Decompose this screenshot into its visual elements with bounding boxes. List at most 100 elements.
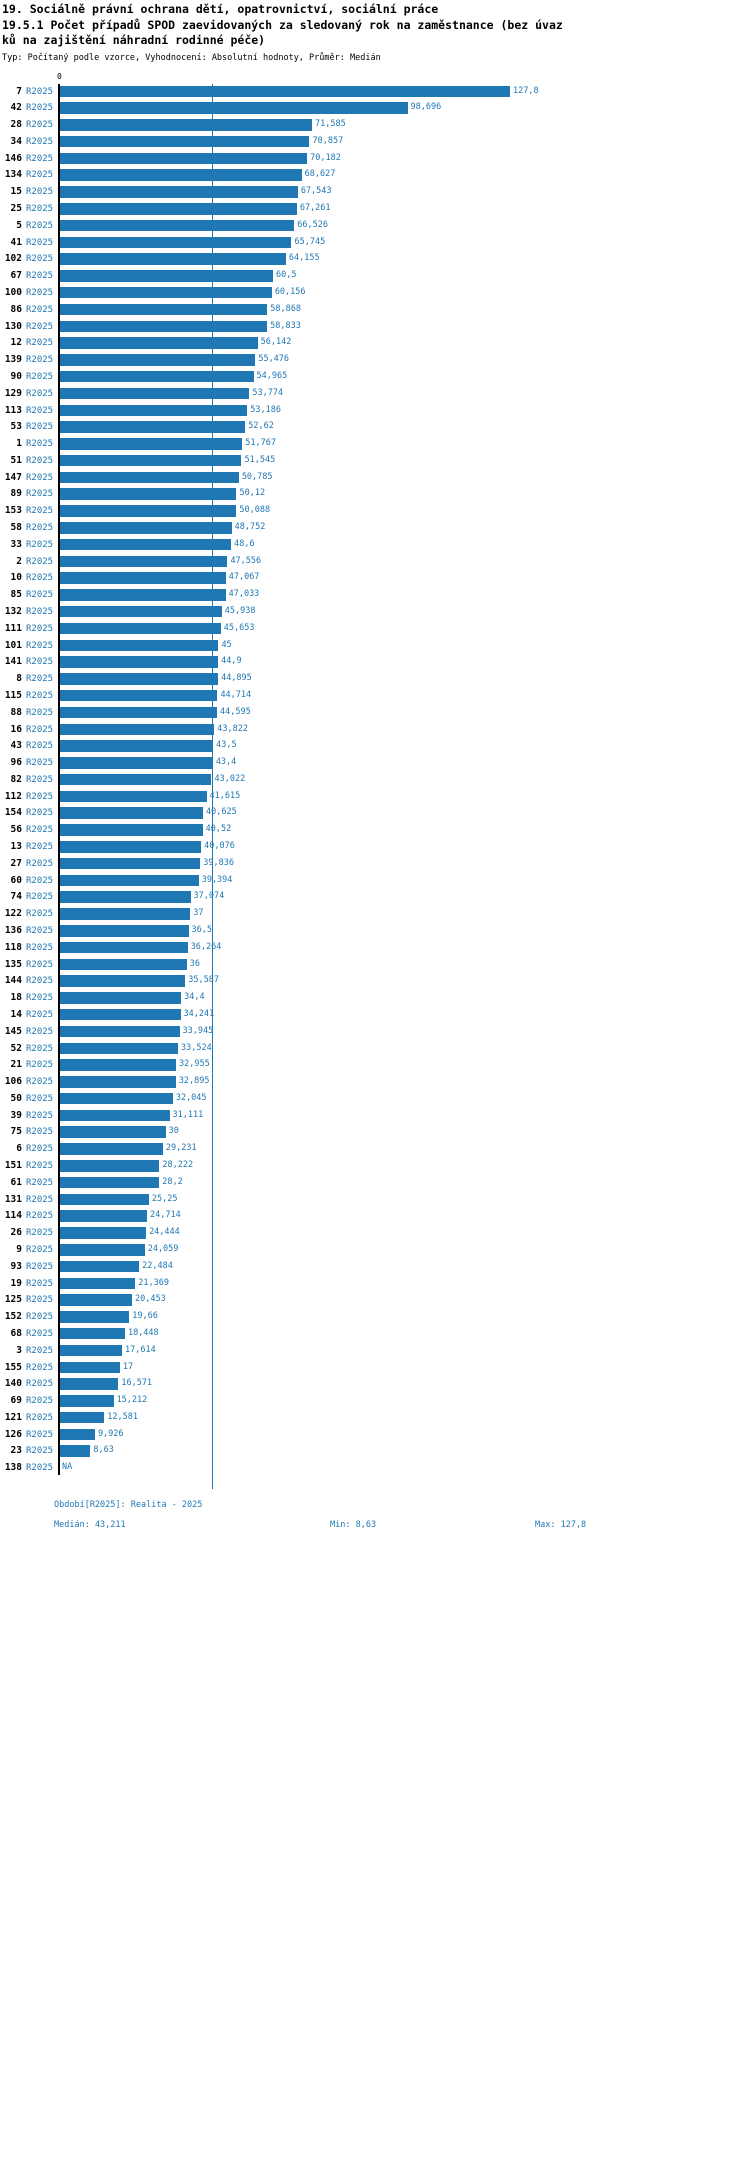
bar[interactable] bbox=[60, 488, 237, 500]
bar[interactable] bbox=[60, 438, 243, 450]
bar-row[interactable]: 155 R2025 17 bbox=[0, 1361, 750, 1379]
bar[interactable] bbox=[60, 522, 232, 534]
bar[interactable] bbox=[60, 857, 201, 870]
bar[interactable] bbox=[60, 1076, 176, 1088]
bar[interactable] bbox=[60, 874, 199, 887]
bar[interactable] bbox=[60, 807, 204, 819]
bar[interactable] bbox=[60, 706, 218, 719]
bar[interactable] bbox=[60, 1059, 177, 1071]
bar-row[interactable]: 43 R2025 43,5 bbox=[0, 740, 750, 757]
bar[interactable] bbox=[60, 925, 189, 937]
bar-row[interactable]: 130 R2025 58,833 bbox=[0, 320, 750, 338]
bar-row[interactable]: 131 R2025 25,25 bbox=[0, 1193, 750, 1211]
bar-row[interactable]: 145 R2025 33,945 bbox=[0, 1025, 750, 1043]
bar[interactable] bbox=[60, 505, 237, 517]
bar-row[interactable]: 89 R2025 50,12 bbox=[0, 488, 750, 505]
bar[interactable] bbox=[60, 1378, 119, 1390]
bar[interactable] bbox=[60, 1294, 133, 1306]
bar-row[interactable]: 146 R2025 70,182 bbox=[0, 152, 750, 170]
bar[interactable] bbox=[60, 1109, 170, 1122]
bar-row[interactable]: 152 R2025 19,66 bbox=[0, 1311, 750, 1328]
bar-row[interactable]: 144 R2025 35,587 bbox=[0, 975, 750, 992]
bar-row[interactable]: 135 R2025 36 bbox=[0, 958, 750, 976]
bar[interactable] bbox=[60, 1008, 181, 1021]
bar[interactable] bbox=[60, 454, 242, 467]
bar[interactable] bbox=[60, 773, 212, 786]
bar[interactable] bbox=[60, 337, 258, 349]
bar[interactable] bbox=[60, 538, 232, 551]
bar[interactable] bbox=[60, 1260, 140, 1273]
bar[interactable] bbox=[60, 1193, 149, 1206]
bar[interactable] bbox=[60, 253, 286, 265]
bar[interactable] bbox=[60, 992, 182, 1004]
bar[interactable] bbox=[60, 471, 239, 484]
bar[interactable] bbox=[60, 1042, 179, 1055]
bar[interactable] bbox=[60, 958, 187, 971]
bar[interactable] bbox=[60, 320, 268, 333]
bar-row[interactable]: 19 R2025 21,369 bbox=[0, 1277, 750, 1295]
bar[interactable] bbox=[60, 1143, 163, 1155]
bar-row[interactable]: 16 R2025 43,822 bbox=[0, 723, 750, 741]
bar-row[interactable]: 82 R2025 43,022 bbox=[0, 773, 750, 791]
bar-row[interactable]: 28 R2025 71,585 bbox=[0, 119, 750, 136]
bar-row[interactable]: 15 R2025 67,543 bbox=[0, 186, 750, 203]
bar[interactable] bbox=[60, 1176, 160, 1189]
bar[interactable] bbox=[60, 1428, 95, 1441]
bar-row[interactable]: 106 R2025 32,895 bbox=[0, 1076, 750, 1093]
bar-row[interactable]: 58 R2025 48,752 bbox=[0, 522, 750, 539]
bar-row[interactable]: 151 R2025 28,222 bbox=[0, 1160, 750, 1177]
bar-row[interactable]: 39 R2025 31,111 bbox=[0, 1109, 750, 1127]
bar[interactable] bbox=[60, 1227, 147, 1239]
bar[interactable] bbox=[60, 1210, 148, 1222]
bar[interactable] bbox=[60, 152, 308, 165]
bar-row[interactable]: 122 R2025 37 bbox=[0, 908, 750, 925]
bar-row[interactable]: 69 R2025 15,212 bbox=[0, 1395, 750, 1412]
bar[interactable] bbox=[60, 270, 274, 282]
bar[interactable] bbox=[60, 723, 215, 736]
bar-row[interactable]: 56 R2025 40,52 bbox=[0, 824, 750, 841]
bar-row[interactable]: 153 R2025 50,088 bbox=[0, 505, 750, 522]
bar-row[interactable]: 27 R2025 39,836 bbox=[0, 857, 750, 875]
bar-row[interactable]: 112 R2025 41,615 bbox=[0, 790, 750, 808]
bar[interactable] bbox=[60, 354, 256, 366]
bar-row[interactable]: 134 R2025 68,627 bbox=[0, 169, 750, 186]
bar[interactable] bbox=[60, 102, 408, 114]
bar[interactable] bbox=[60, 186, 298, 198]
bar[interactable] bbox=[60, 1092, 173, 1105]
bar[interactable] bbox=[60, 572, 226, 584]
bar-row[interactable]: 41 R2025 65,745 bbox=[0, 236, 750, 254]
bar-row[interactable]: 10 R2025 47,067 bbox=[0, 572, 750, 589]
bar[interactable] bbox=[60, 387, 250, 400]
bar[interactable] bbox=[60, 689, 218, 702]
bar[interactable] bbox=[60, 605, 222, 618]
bar-row[interactable]: 33 R2025 48,6 bbox=[0, 538, 750, 556]
bar[interactable] bbox=[60, 1395, 114, 1407]
bar-row[interactable]: 6 R2025 29,231 bbox=[0, 1143, 750, 1160]
bar-row[interactable]: 74 R2025 37,074 bbox=[0, 891, 750, 908]
bar[interactable] bbox=[60, 1445, 91, 1457]
bar-row[interactable]: 114 R2025 24,714 bbox=[0, 1210, 750, 1227]
bar[interactable] bbox=[60, 1361, 120, 1374]
bar-row[interactable]: 138 R2025 NA bbox=[0, 1462, 750, 1479]
bar[interactable] bbox=[60, 1327, 125, 1340]
bar[interactable] bbox=[60, 203, 297, 215]
bar[interactable] bbox=[60, 169, 302, 181]
bar-row[interactable]: 21 R2025 32,955 bbox=[0, 1059, 750, 1076]
bar[interactable] bbox=[60, 891, 191, 903]
bar-row[interactable]: 85 R2025 47,033 bbox=[0, 589, 750, 606]
bar-row[interactable]: 140 R2025 16,571 bbox=[0, 1378, 750, 1395]
bar[interactable] bbox=[60, 286, 272, 299]
bar[interactable] bbox=[60, 975, 186, 987]
bar-row[interactable]: 129 R2025 53,774 bbox=[0, 387, 750, 405]
bar-row[interactable]: 126 R2025 9,926 bbox=[0, 1428, 750, 1446]
bar-row[interactable]: 2 R2025 47,556 bbox=[0, 555, 750, 573]
bar-row[interactable]: 26 R2025 24,444 bbox=[0, 1227, 750, 1244]
bar-row[interactable]: 12 R2025 56,142 bbox=[0, 337, 750, 354]
bar[interactable] bbox=[60, 135, 310, 148]
bar[interactable] bbox=[60, 119, 313, 131]
bar-row[interactable]: 51 R2025 51,545 bbox=[0, 454, 750, 472]
bar-row[interactable]: 90 R2025 54,965 bbox=[0, 370, 750, 388]
bar-row[interactable]: 23 R2025 8,63 bbox=[0, 1445, 750, 1462]
bar-row[interactable]: 93 R2025 22,484 bbox=[0, 1260, 750, 1278]
bar[interactable] bbox=[60, 622, 221, 635]
